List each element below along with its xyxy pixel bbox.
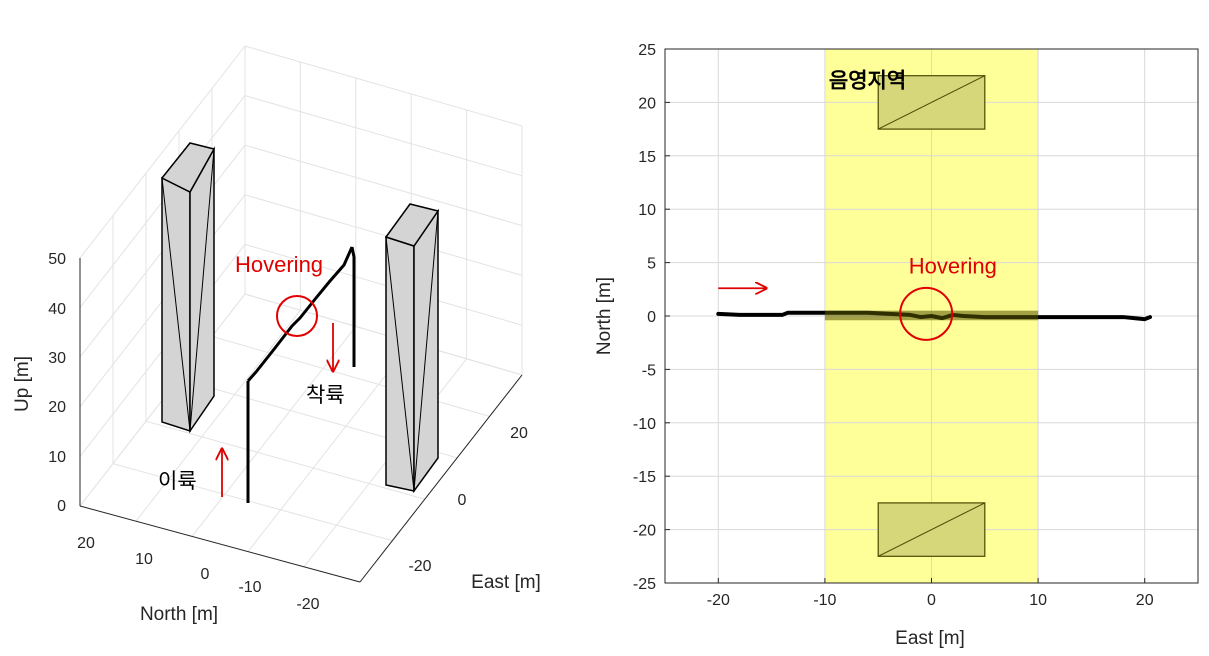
- tick-label: 20: [48, 399, 66, 416]
- buildings-2d: [877, 75, 986, 557]
- y-tick-label: 0: [647, 309, 656, 326]
- grid-line: [244, 293, 523, 376]
- y-tick-label: 15: [638, 149, 656, 166]
- tick-label: 20: [510, 425, 528, 442]
- building-2d-diagonal: [877, 75, 986, 130]
- grid-line: [112, 463, 393, 542]
- y-tick-label: 25: [638, 42, 656, 59]
- up-ticks: 50 40 30 20 10 0: [48, 251, 66, 515]
- north-ticks: 20 10 0 -10 -20: [77, 535, 320, 613]
- building-north: [160, 142, 216, 434]
- grid-line: [145, 420, 425, 500]
- landing-label: 착륙: [306, 383, 345, 407]
- grid-line: [191, 326, 357, 537]
- plot-3d-grid: [79, 45, 523, 583]
- y-tick-label: -15: [633, 469, 656, 486]
- up-axis-label: Up [m]: [12, 356, 33, 412]
- x-tick-label: 10: [1029, 592, 1047, 609]
- y-ticks: 25 20 15 10 5 0 -5 -10 -15 -20 -25: [633, 42, 670, 593]
- east-ticks: -20 0 20: [408, 425, 528, 575]
- tick-label: -20: [408, 558, 431, 575]
- grid-line: [244, 95, 523, 177]
- trajectory-2d-shadowed: [824, 310, 1039, 321]
- grid-line: [135, 309, 301, 522]
- tick-label: 20: [77, 535, 95, 552]
- tick-label: 0: [201, 566, 210, 583]
- y-tick-label: 10: [638, 202, 656, 219]
- tick-label: 0: [57, 498, 66, 515]
- grid-line: [79, 45, 246, 259]
- takeoff-label: 이륙: [158, 469, 197, 493]
- north-axis-line: [79, 505, 361, 583]
- y-tick-label: -20: [633, 523, 656, 540]
- y-tick-label: 5: [647, 256, 656, 273]
- trajectory-landing: [350, 246, 356, 367]
- x-tick-label: 20: [1136, 592, 1154, 609]
- x-ticks: -20 -10 0 10 20: [707, 578, 1154, 609]
- hovering-label-3d: Hovering: [235, 252, 323, 277]
- tick-label: 0: [458, 492, 467, 509]
- grid-line: [244, 45, 523, 127]
- hovering-marker-2d: [899, 286, 954, 341]
- east-axis-line: [359, 374, 523, 583]
- east-axis-label: East [m]: [471, 572, 541, 593]
- tick-label: 40: [48, 301, 66, 318]
- tick-label: 10: [135, 551, 153, 568]
- building-2d-diagonal: [877, 502, 986, 557]
- x-tick-label: 0: [927, 592, 936, 609]
- shadow-zone-label: 음영지역: [829, 69, 906, 93]
- north-axis-label: North [m]: [140, 604, 218, 625]
- x-tick-label: -10: [813, 592, 836, 609]
- grid-line: [244, 194, 523, 276]
- tick-label: -10: [238, 579, 261, 596]
- tick-label: 10: [48, 449, 66, 466]
- tick-label: -20: [296, 596, 319, 613]
- y-tick-label: 20: [638, 95, 656, 112]
- grid-line: [247, 342, 412, 552]
- x-axis-label: East [m]: [895, 628, 965, 649]
- y-tick-label: -10: [633, 416, 656, 433]
- plot-2d: 음영지역 Hovering -20 -10 0 10 20 25 20 15 10 5 0 -5 -1…: [594, 42, 1199, 649]
- x-tick-label: -20: [707, 592, 730, 609]
- grid-line: [211, 335, 490, 417]
- plot-3d: 50 40 30 20 10 0 Up [m] 20 10 0 -10 -20 …: [12, 45, 541, 625]
- trajectory-3d: [246, 246, 356, 503]
- tick-label: 30: [48, 350, 66, 367]
- grid-line: [244, 243, 523, 326]
- building-south: [384, 203, 440, 494]
- grid-line: [244, 144, 523, 227]
- tick-label: 50: [48, 251, 66, 268]
- y-tick-label: -25: [633, 576, 656, 593]
- y-axis-label: North [m]: [594, 277, 615, 355]
- buildings-3d: [160, 142, 440, 494]
- hovering-marker-3d: [276, 295, 318, 337]
- hovering-label-2d: Hovering: [909, 253, 997, 278]
- y-tick-label: -5: [642, 362, 656, 379]
- trajectory-cruise: [246, 246, 354, 382]
